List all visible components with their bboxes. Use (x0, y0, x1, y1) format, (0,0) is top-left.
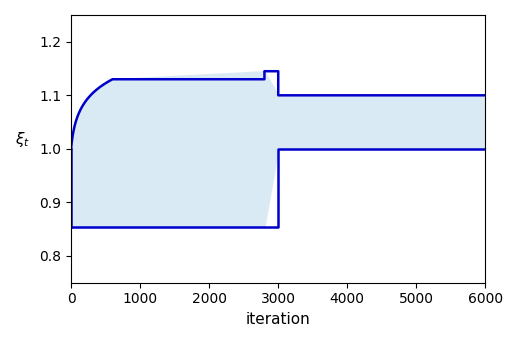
Y-axis label: $\xi_t$: $\xi_t$ (15, 130, 30, 149)
X-axis label: iteration: iteration (246, 312, 311, 327)
